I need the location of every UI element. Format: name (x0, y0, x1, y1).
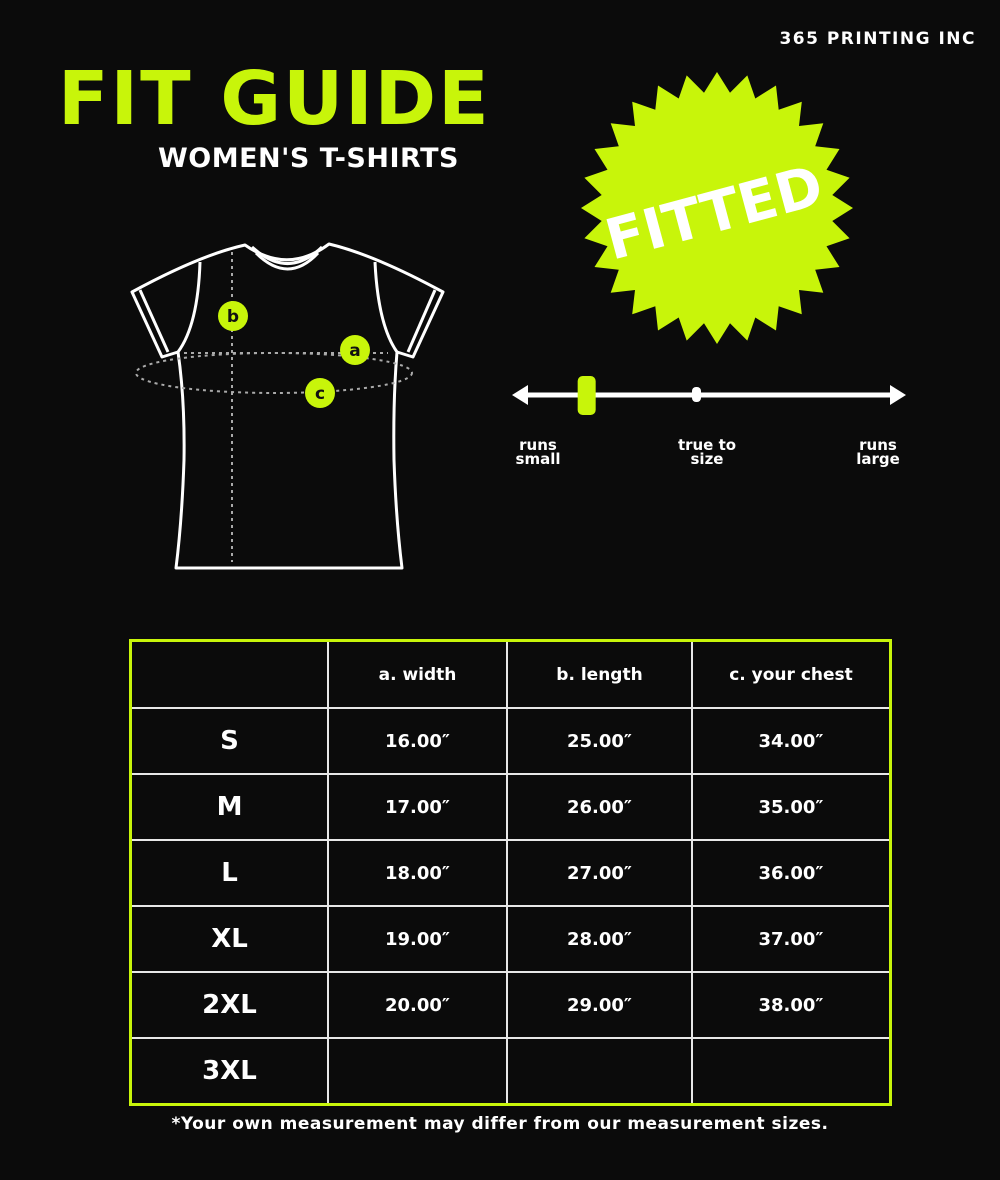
value-cell: 18.00″ (327, 839, 508, 907)
value-cell: 35.00″ (691, 773, 892, 841)
size-cell: 3XL (129, 1037, 329, 1106)
svg-text:a: a (349, 341, 360, 361)
value-cell: 25.00″ (506, 707, 693, 775)
page-title: FIT GUIDE (58, 56, 491, 142)
page-subtitle: WOMEN'S T-SHIRTS (158, 143, 459, 174)
value-cell: 29.00″ (506, 971, 693, 1039)
label-true-to-size: true to size (677, 436, 737, 468)
size-cell: XL (129, 905, 329, 973)
arrow-left-icon (512, 385, 528, 405)
size-cell: L (129, 839, 329, 907)
value-cell: 27.00″ (506, 839, 693, 907)
value-cell (691, 1037, 892, 1106)
marker-b: b (218, 301, 248, 331)
header-length: b. length (506, 639, 693, 709)
brand-name: 365 PRINTING INC (779, 29, 976, 49)
table-row: M 17.00″ 26.00″ 35.00″ (129, 773, 892, 841)
tshirt-diagram (130, 242, 445, 570)
table-row: L 18.00″ 27.00″ 36.00″ (129, 839, 892, 907)
fit-scale (512, 376, 906, 415)
header-chest: c. your chest (691, 639, 892, 709)
arrow-right-icon (890, 385, 906, 405)
value-cell: 20.00″ (327, 971, 508, 1039)
header-width: a. width (327, 639, 508, 709)
value-cell: 17.00″ (327, 773, 508, 841)
table-header: a. width b. length c. your chest (129, 639, 892, 709)
true-to-size-tick (692, 387, 701, 402)
svg-text:c: c (315, 384, 325, 404)
header-size (129, 639, 329, 709)
table-row: XL 19.00″ 28.00″ 37.00″ (129, 905, 892, 973)
size-cell: S (129, 707, 329, 775)
footnote: *Your own measurement may differ from ou… (171, 1114, 829, 1134)
value-cell: 19.00″ (327, 905, 508, 973)
fit-indicator (577, 376, 596, 415)
size-table: a. width b. length c. your chest S 16.00″… (129, 639, 892, 1106)
value-cell (327, 1037, 508, 1106)
value-cell: 34.00″ (691, 707, 892, 775)
svg-text:b: b (227, 307, 239, 327)
size-cell: 2XL (129, 971, 329, 1039)
table-row: 3XL (129, 1037, 892, 1106)
value-cell: 16.00″ (327, 707, 508, 775)
value-cell: 37.00″ (691, 905, 892, 973)
value-cell: 38.00″ (691, 971, 892, 1039)
table-row: 2XL 20.00″ 29.00″ 38.00″ (129, 971, 892, 1039)
value-cell: 36.00″ (691, 839, 892, 907)
marker-a: a (340, 335, 370, 365)
size-cell: M (129, 773, 329, 841)
value-cell (506, 1037, 693, 1106)
label-runs-large: runs large (856, 436, 900, 468)
measure-lines (135, 252, 413, 562)
marker-c: c (305, 378, 335, 408)
fitted-starburst (581, 72, 853, 344)
graphics: b a c FITTED (130, 72, 906, 570)
table-row: S 16.00″ 25.00″ 34.00″ (129, 707, 892, 775)
value-cell: 26.00″ (506, 773, 693, 841)
label-runs-small: runs small (515, 436, 561, 468)
value-cell: 28.00″ (506, 905, 693, 973)
